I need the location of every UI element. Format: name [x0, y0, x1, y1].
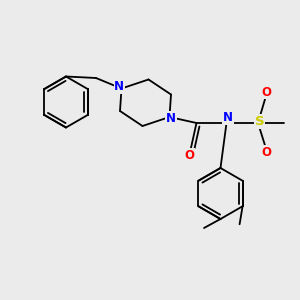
Text: O: O [184, 149, 194, 162]
Text: O: O [261, 146, 271, 159]
Text: N: N [223, 111, 233, 124]
Text: O: O [261, 85, 271, 99]
Text: N: N [114, 80, 124, 94]
Text: N: N [166, 112, 176, 125]
Text: S: S [255, 115, 264, 128]
Text: N: N [114, 80, 124, 94]
Text: O: O [261, 85, 271, 99]
Text: N: N [166, 112, 176, 125]
Text: S: S [255, 115, 264, 128]
Text: O: O [184, 149, 194, 162]
Text: O: O [261, 146, 271, 159]
Text: N: N [223, 111, 233, 124]
